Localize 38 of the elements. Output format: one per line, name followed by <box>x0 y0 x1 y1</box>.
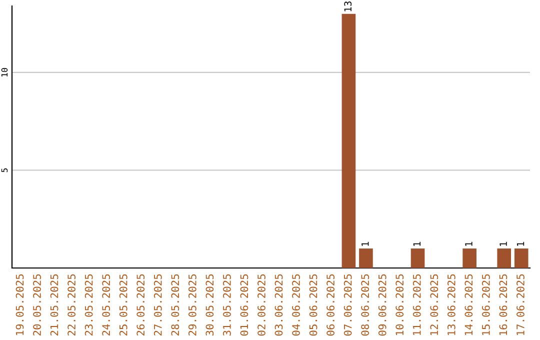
x-tick-label: 11.06.2025 <box>412 274 421 336</box>
x-tick-label: 19.05.2025 <box>16 274 24 336</box>
data-label: 1 <box>516 242 524 246</box>
x-tick-label: 24.05.2025 <box>102 274 110 336</box>
x-tick-label: 08.06.2025 <box>361 274 370 336</box>
x-tick-label: 17.06.2025 <box>516 274 524 336</box>
x-tick-label: 15.06.2025 <box>482 274 490 336</box>
x-tick-label: 25.05.2025 <box>119 274 128 336</box>
x-tick-label: 03.06.2025 <box>274 274 283 336</box>
x-tick-label: 06.06.2025 <box>326 274 334 336</box>
data-label: 1 <box>413 242 420 246</box>
x-tick-label: 20.05.2025 <box>33 274 41 336</box>
y-tick-label: 10 <box>1 68 8 76</box>
x-tick-label: 09.06.2025 <box>378 274 386 336</box>
x-tick-label: 28.05.2025 <box>171 274 180 336</box>
data-label: 1 <box>465 242 472 246</box>
x-tick-label: 27.05.2025 <box>154 274 162 336</box>
x-tick-label: 16.06.2025 <box>499 274 508 336</box>
x-tick-label: 26.05.2025 <box>136 274 145 336</box>
data-label: 1 <box>362 242 369 246</box>
x-tick-label: 21.05.2025 <box>50 274 58 336</box>
x-tick-label: 02.06.2025 <box>258 274 266 336</box>
x-tick-label: 23.05.2025 <box>84 274 93 336</box>
x-tick-label: 05.06.2025 <box>309 274 318 336</box>
x-tick-label: 12.06.2025 <box>430 274 438 336</box>
data-label: 13 <box>344 1 352 12</box>
x-tick-label: 22.05.2025 <box>68 274 76 336</box>
x-tick-label: 14.06.2025 <box>464 274 473 336</box>
y-tick-label: 5 <box>1 168 8 172</box>
x-tick-label: 01.06.2025 <box>240 274 248 336</box>
x-tick-label: 29.05.2025 <box>188 274 196 336</box>
x-tick-label: 30.05.2025 <box>206 274 214 336</box>
x-tick-label: 10.06.2025 <box>396 274 404 336</box>
data-label: 1 <box>500 242 507 246</box>
x-tick-label: 07.06.2025 <box>344 274 352 336</box>
x-tick-label: 13.06.2025 <box>447 274 456 336</box>
x-tick-label: 04.06.2025 <box>292 274 300 336</box>
x-tick-label: 31.05.2025 <box>223 274 231 336</box>
